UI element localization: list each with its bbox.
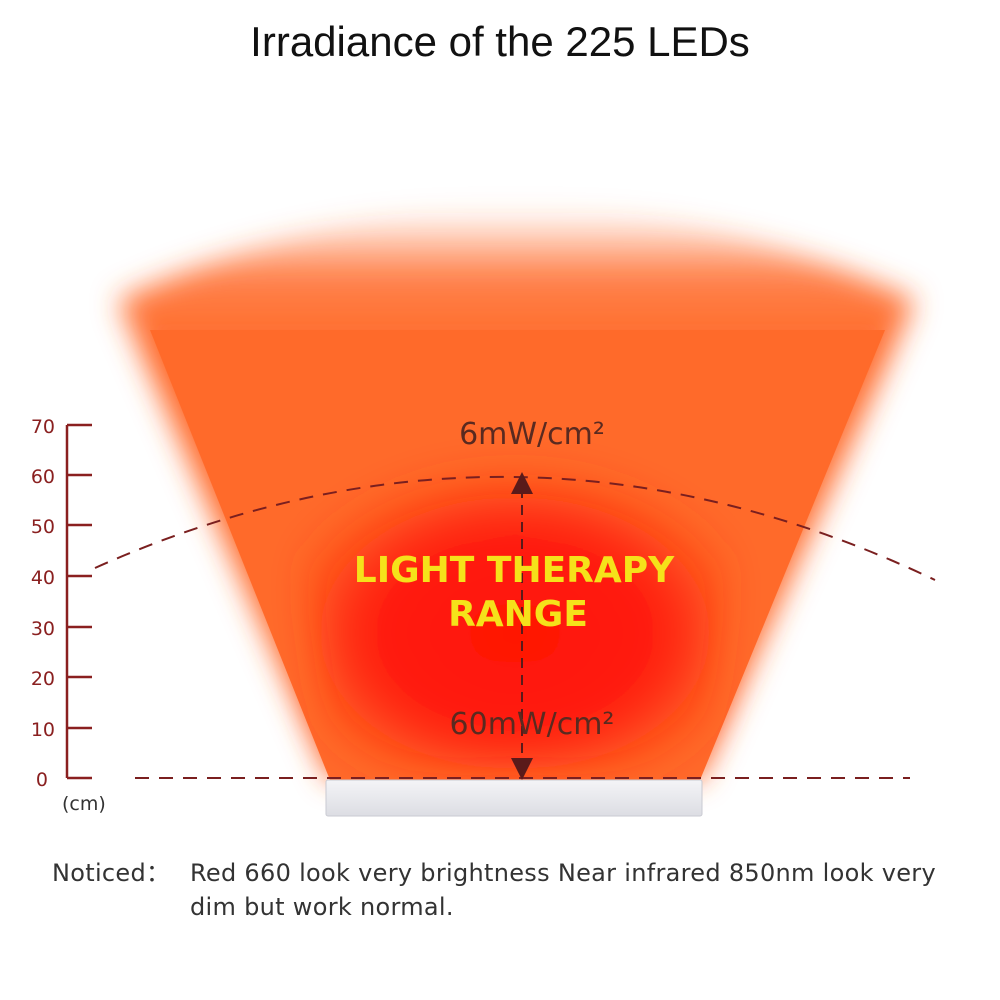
tick-label-40: 40 <box>31 567 55 589</box>
scale-unit-label: (cm) <box>62 793 106 815</box>
tick-label-50: 50 <box>31 516 55 538</box>
tick-label-10: 10 <box>31 719 55 741</box>
range-arrow <box>511 472 533 780</box>
near-irradiance-label: 60mW/cm² <box>450 707 615 742</box>
range-label-line1: LIGHT THERAPY <box>354 550 675 591</box>
notice-prefix: Noticed： <box>52 859 171 887</box>
tick-label-0: 0 <box>36 769 48 791</box>
notice-body: Red 660 look very brightness Near infrar… <box>190 859 936 921</box>
far-irradiance-label: 6mW/cm² <box>459 417 605 452</box>
range-label-line2: RANGE <box>448 594 588 635</box>
height-scale <box>65 423 92 780</box>
tick-label-70: 70 <box>31 416 55 438</box>
far-arc-dashed <box>94 476 936 581</box>
tick-label-60: 60 <box>31 466 55 488</box>
page-title: Irradiance of the 225 LEDs <box>250 18 750 65</box>
tick-label-20: 20 <box>31 668 55 690</box>
notice-text: Noticed： Red 660 look very brightness Nea… <box>52 856 972 924</box>
light-beam <box>118 210 915 780</box>
beam-core <box>290 460 740 775</box>
lamp-panel <box>325 779 703 817</box>
tick-label-30: 30 <box>31 618 55 640</box>
